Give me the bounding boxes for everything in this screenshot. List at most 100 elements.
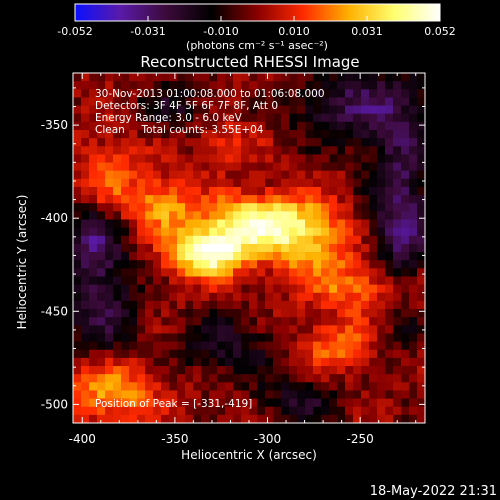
image-pixel — [153, 252, 162, 261]
image-pixel — [209, 406, 218, 416]
image-pixel — [201, 284, 210, 294]
image-pixel — [193, 146, 202, 155]
image-pixel — [321, 325, 330, 334]
image-pixel — [233, 317, 242, 326]
image-pixel — [289, 276, 298, 285]
image-pixel — [177, 186, 186, 196]
image-pixel — [241, 73, 250, 82]
image-pixel — [297, 178, 306, 188]
image-pixel — [201, 154, 210, 163]
image-pixel — [393, 341, 402, 351]
image-pixel — [401, 81, 410, 90]
image-pixel — [313, 406, 322, 416]
image-pixel — [417, 357, 425, 367]
image-pixel — [169, 227, 178, 237]
image-pixel — [257, 81, 266, 90]
image-pixel — [105, 398, 114, 408]
image-pixel — [297, 366, 306, 375]
image-pixel — [305, 97, 314, 106]
image-pixel — [225, 235, 234, 245]
image-pixel — [161, 211, 170, 220]
image-pixel — [385, 252, 394, 261]
y-tick-label: -450 — [41, 304, 68, 318]
image-pixel — [393, 113, 402, 123]
image-pixel — [329, 186, 338, 196]
image-pixel — [409, 81, 418, 90]
image-pixel — [233, 333, 242, 342]
image-pixel — [121, 146, 130, 155]
image-pixel — [121, 300, 130, 310]
image-pixel — [97, 97, 106, 106]
image-pixel — [337, 252, 346, 261]
image-pixel — [409, 390, 418, 399]
image-pixel — [409, 292, 418, 302]
image-pixel — [321, 243, 330, 253]
image-pixel — [137, 276, 146, 285]
image-pixel — [297, 309, 306, 318]
image-pixel — [377, 162, 386, 171]
image-pixel — [113, 406, 122, 416]
image-pixel — [345, 146, 354, 155]
image-pixel — [193, 284, 202, 294]
image-pixel — [209, 284, 218, 294]
image-pixel — [281, 235, 290, 245]
image-pixel — [81, 195, 90, 204]
image-pixel — [161, 73, 170, 82]
image-pixel — [105, 89, 114, 98]
image-pixel — [337, 170, 346, 180]
image-pixel — [241, 284, 250, 294]
image-pixel — [329, 219, 338, 228]
image-pixel — [249, 300, 258, 310]
image-pixel — [89, 138, 98, 147]
image-pixel — [161, 276, 170, 285]
image-pixel — [361, 73, 370, 82]
image-pixel — [185, 260, 194, 269]
image-pixel — [137, 195, 146, 204]
image-pixel — [345, 81, 354, 90]
image-pixel — [121, 219, 130, 228]
image-pixel — [289, 349, 298, 359]
image-pixel — [225, 121, 234, 131]
image-pixel — [113, 260, 122, 269]
image-pixel — [305, 178, 314, 188]
image-pixel — [217, 97, 226, 106]
image-pixel — [409, 162, 418, 171]
image-pixel — [377, 349, 386, 359]
image-pixel — [361, 284, 370, 294]
image-pixel — [273, 121, 282, 131]
image-pixel — [345, 170, 354, 180]
image-pixel — [305, 186, 314, 196]
image-pixel — [161, 186, 170, 196]
image-pixel — [161, 138, 170, 147]
image-pixel — [161, 325, 170, 334]
image-pixel — [353, 121, 362, 131]
image-pixel — [377, 300, 386, 310]
image-pixel — [129, 211, 138, 220]
image-pixel — [313, 178, 322, 188]
image-pixel — [385, 374, 394, 383]
image-pixel — [377, 366, 386, 375]
image-pixel — [177, 284, 186, 294]
image-pixel — [217, 170, 226, 180]
image-pixel — [225, 317, 234, 326]
image-pixel — [273, 414, 282, 423]
image-pixel — [113, 414, 122, 423]
image-pixel — [161, 227, 170, 237]
image-pixel — [409, 398, 418, 408]
image-pixel — [393, 81, 402, 90]
image-pixel — [145, 390, 154, 399]
image-pixel — [73, 382, 82, 391]
image-pixel — [409, 366, 418, 375]
image-pixel — [257, 243, 266, 253]
image-pixel — [289, 252, 298, 261]
image-pixel — [105, 154, 114, 163]
image-pixel — [89, 292, 98, 302]
image-pixel — [233, 406, 242, 416]
image-pixel — [241, 276, 250, 285]
image-pixel — [265, 325, 274, 334]
image-pixel — [257, 195, 266, 204]
image-pixel — [313, 162, 322, 171]
image-pixel — [369, 170, 378, 180]
image-pixel — [249, 154, 258, 163]
image-pixel — [177, 170, 186, 180]
